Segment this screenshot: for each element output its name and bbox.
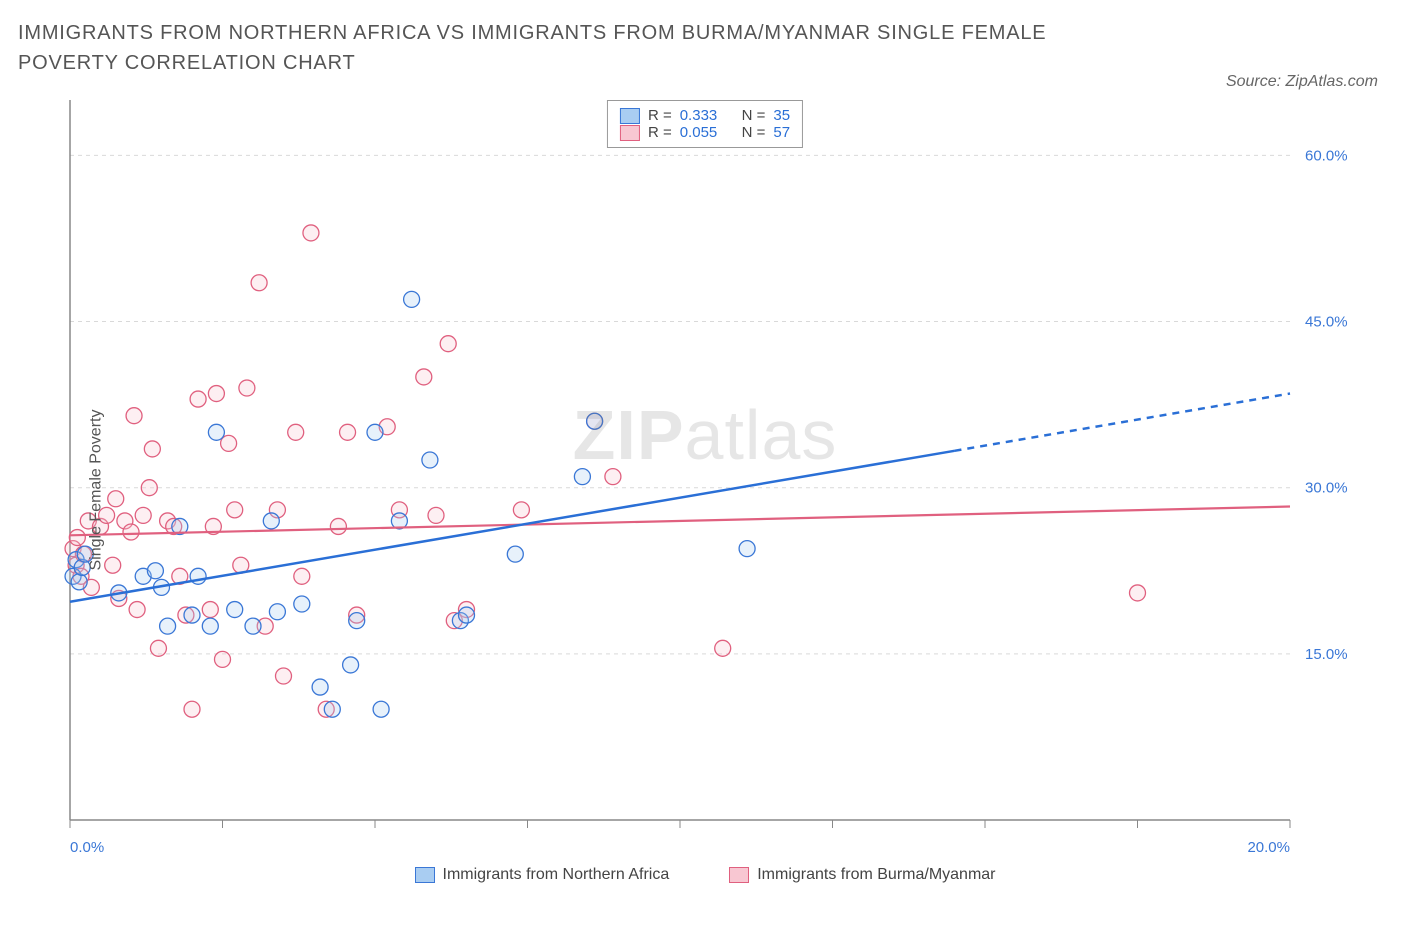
n-prefix: N = — [742, 124, 766, 141]
stats-row-b: R = 0.055 N = 57 — [620, 124, 790, 141]
y-axis-label: Single Female Poverty — [87, 410, 105, 571]
stats-legend-box: R = 0.333 N = 35 R = 0.055 N = 57 — [607, 100, 803, 148]
svg-text:60.0%: 60.0% — [1305, 147, 1348, 164]
swatch-a — [620, 108, 640, 124]
chart-container: Single Female Poverty ZIPatlas 15.0%30.0… — [40, 100, 1370, 880]
series-legend: Immigrants from Northern Africa Immigran… — [40, 866, 1370, 884]
chart-title: IMMIGRANTS FROM NORTHERN AFRICA VS IMMIG… — [18, 18, 1118, 78]
legend-label-a: Immigrants from Northern Africa — [443, 866, 670, 884]
r-prefix: R = — [648, 124, 672, 141]
svg-text:30.0%: 30.0% — [1305, 480, 1348, 497]
stats-row-a: R = 0.333 N = 35 — [620, 107, 790, 124]
scatter-chart: 15.0% 30.0% 45.0% 60.0% 0.0% 20.0% — [40, 100, 1370, 880]
chart-header: IMMIGRANTS FROM NORTHERN AFRICA VS IMMIG… — [18, 18, 1388, 78]
legend-item-b: Immigrants from Burma/Myanmar — [729, 866, 995, 884]
swatch-b-icon — [729, 867, 749, 883]
n-prefix: N = — [742, 107, 766, 124]
svg-text:0.0%: 0.0% — [70, 839, 104, 856]
legend-item-a: Immigrants from Northern Africa — [415, 866, 670, 884]
r-prefix: R = — [648, 107, 672, 124]
swatch-b — [620, 125, 640, 141]
svg-text:15.0%: 15.0% — [1305, 646, 1348, 663]
r-value-a: 0.333 — [680, 107, 718, 124]
svg-text:45.0%: 45.0% — [1305, 314, 1348, 331]
n-value-b: 57 — [773, 124, 790, 141]
n-value-a: 35 — [773, 107, 790, 124]
svg-text:20.0%: 20.0% — [1247, 839, 1290, 856]
source-label: Source: ZipAtlas.com — [1226, 73, 1378, 91]
r-value-b: 0.055 — [680, 124, 718, 141]
swatch-a-icon — [415, 867, 435, 883]
legend-label-b: Immigrants from Burma/Myanmar — [757, 866, 995, 884]
